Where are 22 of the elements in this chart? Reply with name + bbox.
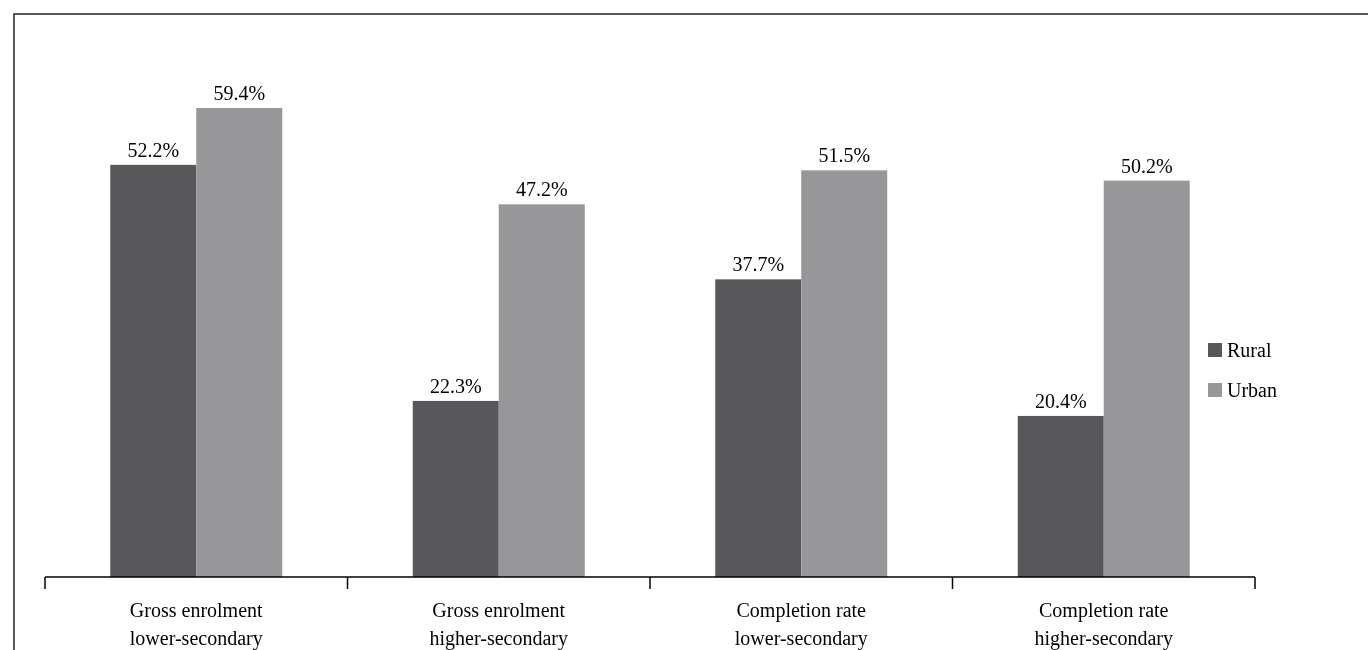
x-tick-label: Gross enrolment lower-secondary [129, 599, 264, 650]
bar [196, 108, 283, 577]
data-label: 59.4% [213, 82, 266, 104]
data-label: 50.2% [1120, 154, 1173, 177]
bar [715, 279, 802, 577]
x-tick-label: Completion rate higher-secondary [1034, 599, 1173, 650]
data-label: 37.7% [732, 253, 785, 276]
bar [498, 204, 585, 577]
bar [1017, 415, 1104, 577]
bar [110, 164, 197, 577]
data-label: 47.2% [515, 178, 568, 201]
bar [412, 400, 499, 577]
data-label: 22.3% [429, 374, 482, 397]
data-label: 52.2% [127, 138, 180, 161]
bar [801, 170, 888, 577]
bar [1103, 180, 1190, 577]
legend-label: Urban [1227, 379, 1277, 401]
x-tick-label: Gross enrolment higher-secondary [429, 599, 568, 650]
data-label: 20.4% [1034, 389, 1087, 412]
data-label: 51.5% [818, 144, 871, 167]
legend-label: Rural [1227, 339, 1272, 361]
x-tick-label: Completion rate lower-secondary [734, 599, 868, 650]
